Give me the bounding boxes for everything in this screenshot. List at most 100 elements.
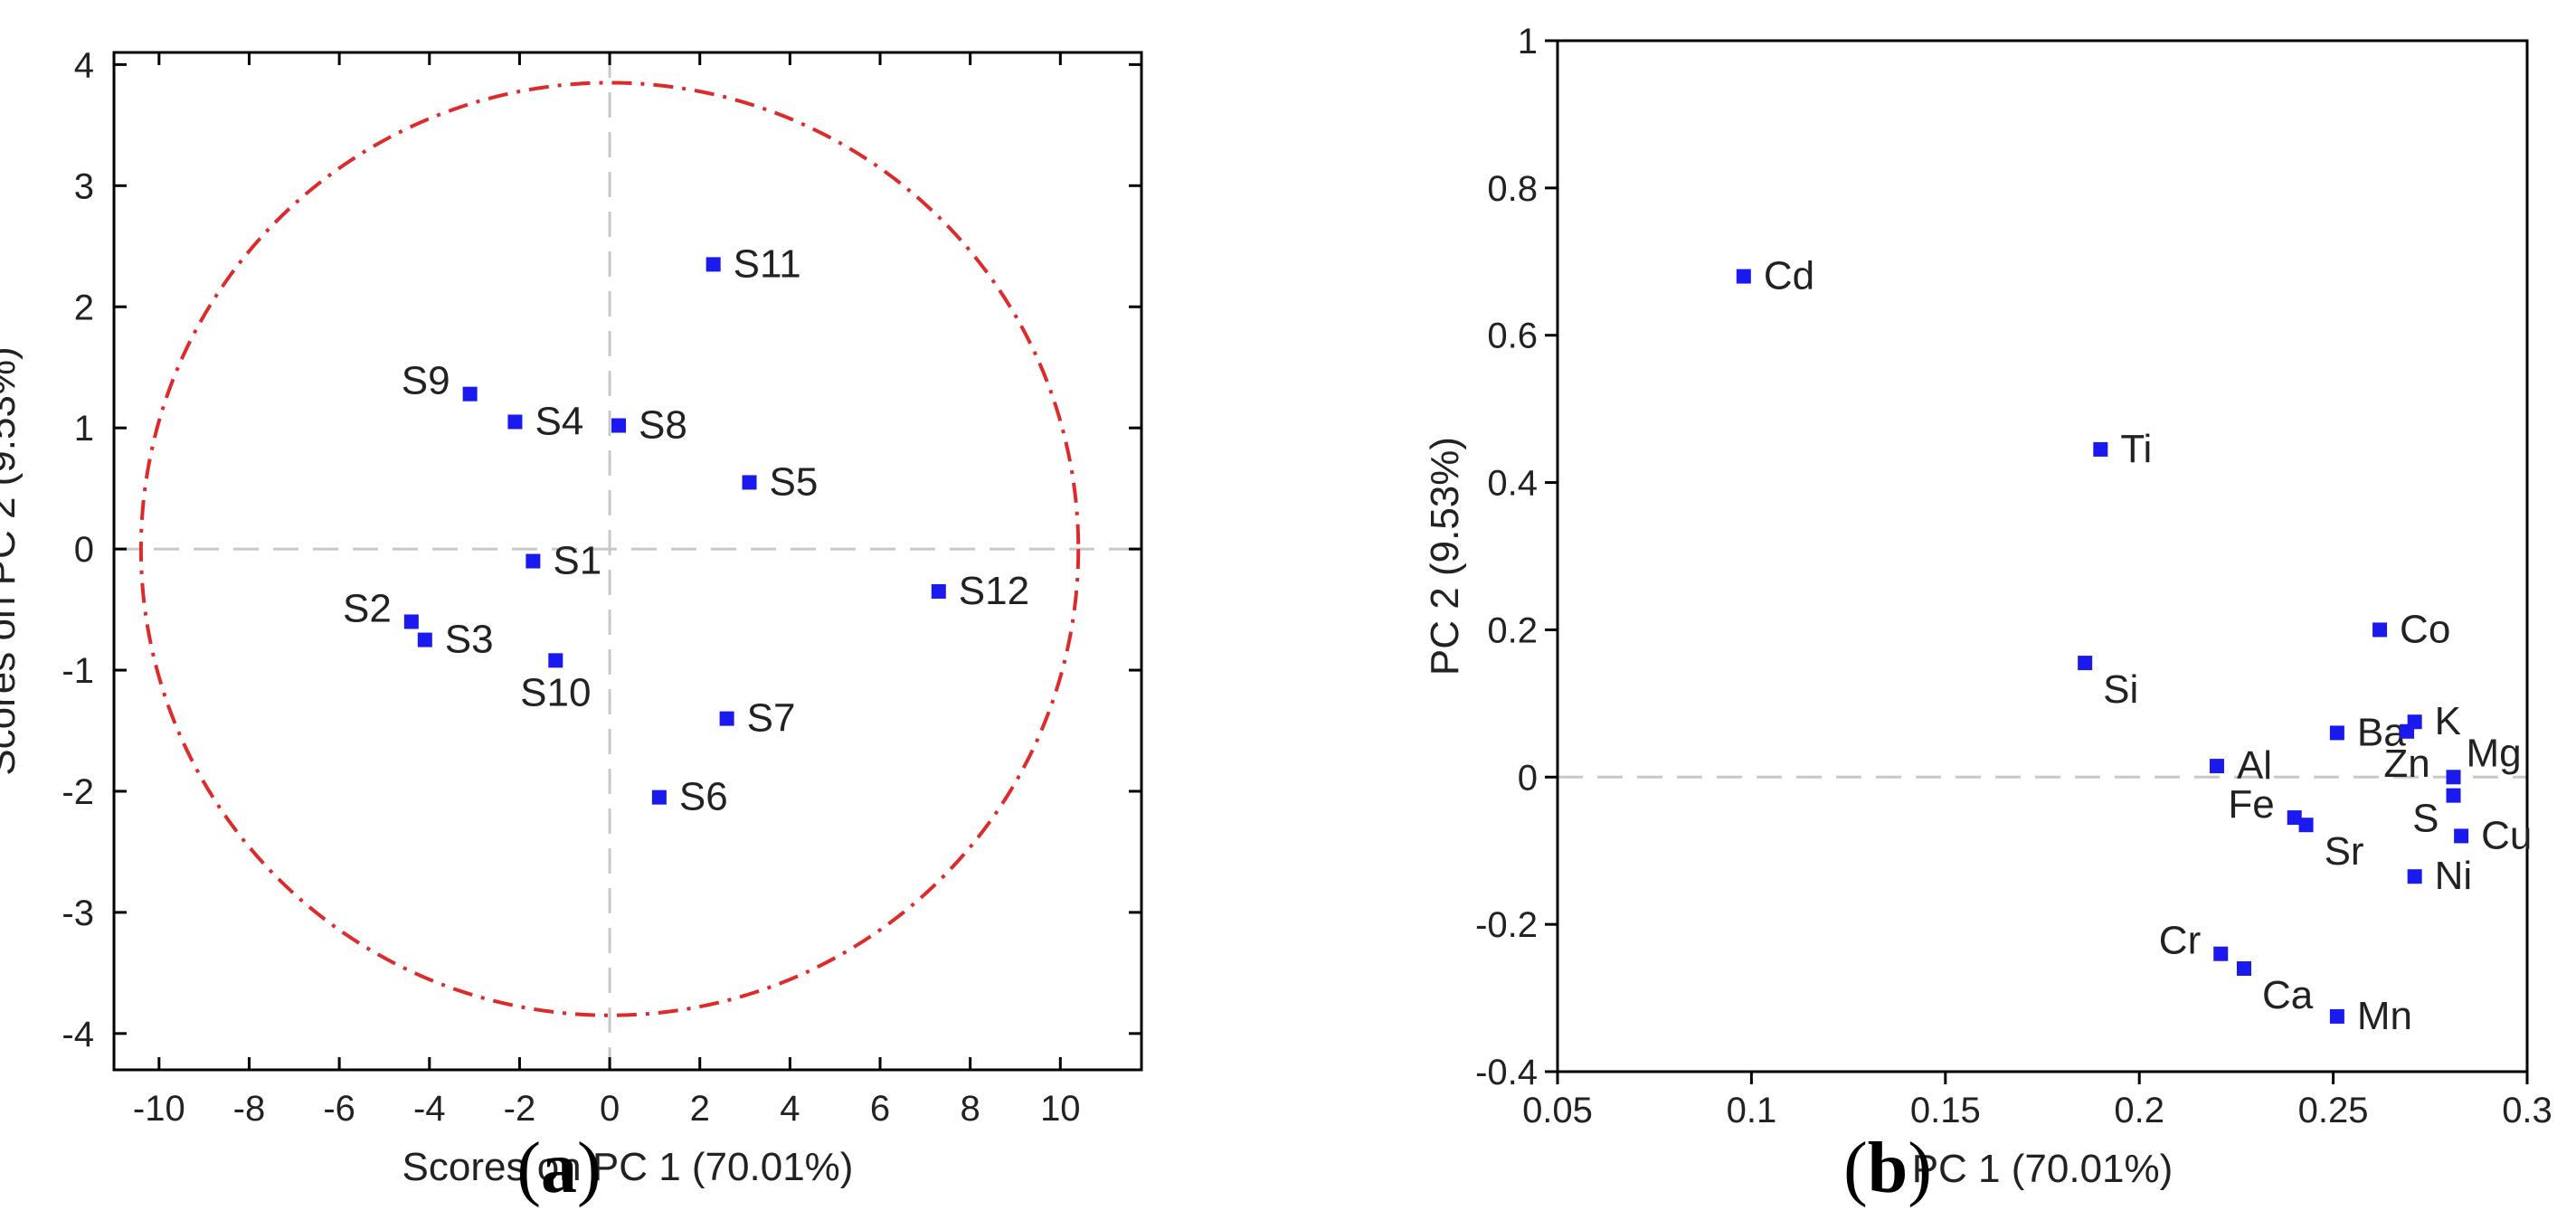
point-label: Cr	[2159, 919, 2201, 963]
x-tick-label: 0.05	[1522, 1091, 1593, 1130]
x-tick-label: 8	[961, 1089, 980, 1129]
x-tick-label: 0.25	[2298, 1091, 2369, 1130]
data-point	[931, 583, 946, 599]
point-label: Fe	[2228, 782, 2274, 827]
point-label: K	[2435, 699, 2461, 743]
point-label: Cu	[2481, 813, 2532, 857]
y-tick-label: 0.4	[1487, 464, 1538, 504]
data-point	[2093, 441, 2108, 457]
confidence-ellipse	[138, 80, 1081, 1017]
x-axis-label: PC 1 (70.01%)	[1912, 1147, 2174, 1191]
y-tick-label: 0.6	[1487, 317, 1538, 356]
data-point	[2454, 828, 2469, 844]
data-point	[742, 475, 757, 490]
point-label: Ba	[2357, 710, 2406, 754]
data-point	[651, 789, 667, 805]
point-label: Si	[2103, 667, 2138, 712]
point-label: S1	[553, 539, 601, 583]
point-label: S10	[520, 670, 591, 714]
point-label: S5	[770, 459, 819, 504]
plot-frame	[112, 51, 1143, 1072]
data-point	[507, 414, 523, 430]
data-point	[2209, 759, 2224, 774]
point-label: S12	[959, 569, 1029, 613]
caption-letter: b	[1868, 1129, 1908, 1208]
x-tick-label: 6	[870, 1089, 890, 1129]
x-tick-label: 0.2	[2114, 1091, 2164, 1130]
y-tick-label: 1	[74, 409, 94, 449]
panel-a-caption: (a)	[516, 1129, 601, 1208]
point-label: Ni	[2435, 854, 2473, 898]
data-point	[2407, 869, 2422, 884]
point-label: Cd	[1764, 254, 1814, 298]
data-point	[611, 418, 627, 433]
x-tick-label: 10	[1040, 1089, 1081, 1129]
y-tick-label: 2	[74, 288, 94, 327]
data-point	[2372, 622, 2388, 638]
data-point	[719, 711, 734, 726]
data-point	[2236, 961, 2251, 976]
x-axis-label: Scores on PC 1 (70.01%)	[402, 1145, 854, 1189]
data-point	[2329, 1008, 2344, 1024]
x-tick-label: 0.3	[2502, 1091, 2552, 1130]
data-point	[548, 653, 564, 668]
caption-open-paren: (	[1843, 1129, 1868, 1208]
point-label: Co	[2400, 607, 2450, 651]
panel-b-loading-plot: 0.05 0.1 0.15 0.2 0.25 0.3 -0.4 -0.2 0 0.2 0.4 0.6 0…	[1423, 22, 2552, 1191]
data-point	[462, 386, 478, 402]
y-tick-label: -0.2	[1475, 905, 1538, 945]
x-tick-label: 0.1	[1727, 1091, 1777, 1130]
plot-frame	[1556, 39, 2529, 1073]
data-point	[403, 614, 419, 629]
caption-letter: a	[541, 1129, 577, 1208]
point-label: Al	[2237, 743, 2272, 788]
y-axis-label: Scores on PC 2 (9.53%)	[0, 346, 24, 775]
point-label: Zn	[2383, 742, 2429, 786]
point-label: Sr	[2325, 829, 2364, 874]
data-point	[1736, 269, 1751, 284]
x-tick-label: 4	[780, 1089, 800, 1129]
point-label: S7	[747, 696, 796, 741]
y-tick-label: -2	[62, 772, 94, 812]
data-point	[2400, 723, 2415, 739]
caption-close-paren: )	[1908, 1129, 1932, 1208]
point-label: S9	[402, 359, 450, 403]
data-point	[2446, 770, 2461, 785]
x-tick-label: 0.15	[1910, 1091, 1981, 1130]
data-point	[706, 257, 721, 272]
y-tick-label: 1	[1518, 22, 1538, 61]
caption-close-paren: )	[577, 1129, 601, 1208]
point-label: Ca	[2262, 973, 2314, 1017]
x-tick-label: 2	[690, 1089, 710, 1129]
point-label: S	[2412, 797, 2439, 841]
panel-b-caption: (b)	[1843, 1129, 1932, 1208]
y-axis-label: PC 2 (9.53%)	[1423, 437, 1467, 676]
y-tick-label: 3	[74, 166, 94, 206]
data-point	[2078, 656, 2093, 671]
point-label: S3	[445, 618, 494, 662]
y-tick-label: -4	[62, 1015, 94, 1054]
point-label: Mg	[2467, 731, 2522, 775]
y-tick-label: -3	[62, 893, 94, 933]
x-tick-label: -4	[413, 1089, 446, 1129]
point-label: S6	[679, 775, 728, 819]
x-tick-label: -10	[133, 1089, 185, 1129]
point-label: Ti	[2120, 427, 2152, 471]
caption-open-paren: (	[516, 1129, 541, 1208]
x-tick-label: 0	[600, 1089, 620, 1129]
point-label: S8	[639, 403, 687, 448]
y-tick-label: 0.2	[1487, 610, 1538, 650]
data-point	[2446, 788, 2461, 803]
x-tick-label: -2	[504, 1089, 536, 1129]
point-label: S4	[535, 399, 583, 443]
data-point	[2298, 818, 2314, 833]
x-tick-label: -6	[323, 1089, 355, 1129]
y-tick-label: -1	[62, 651, 94, 691]
data-point	[2287, 810, 2302, 826]
data-point	[2213, 946, 2229, 961]
point-label: S11	[734, 241, 801, 286]
y-tick-label: 0.8	[1487, 169, 1538, 209]
data-point	[417, 632, 432, 648]
y-tick-label: -0.4	[1475, 1053, 1538, 1092]
